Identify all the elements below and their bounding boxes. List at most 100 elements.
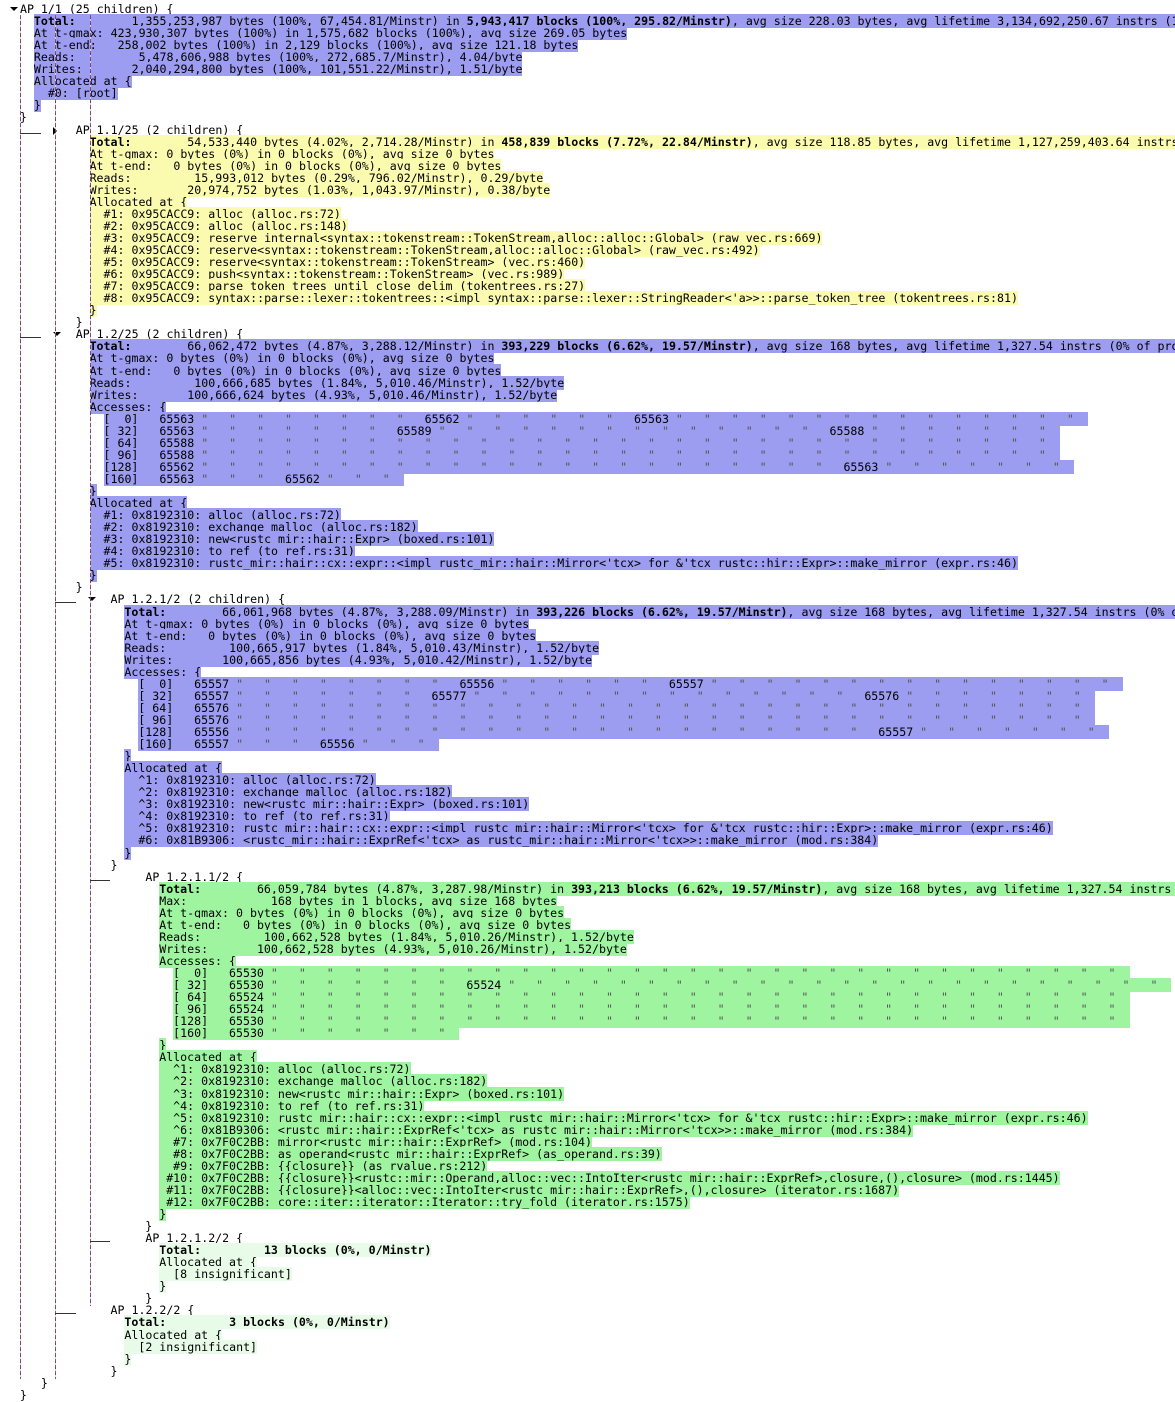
stack-frame[interactable]: ^2: 0x8192310: exchange_malloc (alloc.rs… xyxy=(159,1074,488,1089)
access-repeat-marker: " xyxy=(263,990,292,1005)
stat-label: } xyxy=(124,845,132,860)
access-repeat-marker: " xyxy=(508,725,537,739)
node-close-brace: } xyxy=(110,859,117,871)
node-title[interactable]: AP 1.2.1.1/2 { xyxy=(145,869,244,884)
stack-frame[interactable]: #9: 0x7F0C2BB: {{closure}} (as_rvalue.rs… xyxy=(159,1158,488,1173)
stack-frame[interactable]: #4: 0x95CACC9: reserve<syntax::tokenstre… xyxy=(89,243,760,257)
access-row: [ 0] 65563 " " " " " " " " 65562 " " " "… xyxy=(103,411,1088,426)
node-title[interactable]: AP 1.2.1/2 (2 children) { xyxy=(110,592,286,607)
access-repeat-marker: " xyxy=(913,725,942,739)
node-header-ap-1-1-25[interactable]: AP 1.1/25 (2 children) { xyxy=(41,122,244,137)
stat-line: Total: 66,059,784 bytes (4.87%, 3,287.98… xyxy=(159,881,1175,896)
stack-frame[interactable]: ^4: 0x8192310: to_ref (to_ref.rs:31) xyxy=(124,809,390,824)
stack-frame[interactable]: ^5: 0x8192310: rustc_mir::hair::cx::expr… xyxy=(159,1110,1088,1125)
access-repeat-marker: " xyxy=(989,966,1018,980)
stack-frame[interactable]: ^1: 0x8192310: alloc (alloc.rs:72) xyxy=(124,773,376,788)
stack-frame[interactable]: #2: 0x95CACC9: alloc (alloc.rs:148) xyxy=(89,218,348,233)
access-repeat-marker: " xyxy=(361,423,390,438)
node-header-ap-1-2-25[interactable]: AP 1.2/25 (2 children) { xyxy=(41,328,243,340)
stack-frame[interactable]: #10: 0x7F0C2BB: {{closure}}<rustc::mir::… xyxy=(159,1170,1060,1185)
access-row-content: [ 96] 65524 " " " " " " " " " " " " " " … xyxy=(173,1002,1130,1017)
stat-line: #6: 0x95CACC9: push<syntax::tokenstream:… xyxy=(89,267,565,282)
stat-label: Allocated at { xyxy=(89,496,188,511)
access-repeat-marker: " xyxy=(361,459,390,474)
access-repeat-marker: " xyxy=(976,423,1005,438)
access-count: 65556 xyxy=(452,676,495,691)
access-repeat-marker: " xyxy=(459,411,488,426)
node-title[interactable]: AP 1.2.1.2/2 { xyxy=(145,1231,244,1246)
triangle-down-icon[interactable] xyxy=(10,7,18,11)
stack-frame[interactable]: ^1: 0x8192310: alloc (alloc.rs:72) xyxy=(159,1062,411,1077)
stack-frame[interactable]: #12: 0x7F0C2BB: core::iter::iterator::It… xyxy=(159,1194,690,1209)
stack-frame[interactable]: #8: 0x7F0C2BB: as_operand<rustc_mir::hai… xyxy=(159,1146,662,1161)
stack-frame[interactable]: #7: 0x95CACC9: parse_token_trees_until_c… xyxy=(89,279,586,294)
stat-label: ^1: 0x8192310: alloc (alloc.rs:72) xyxy=(159,1062,411,1077)
access-row-content: [ 32] 65557 " " " " " " " 65577 " " " " … xyxy=(138,688,1095,703)
node-title[interactable]: AP 1/1 (25 children) { xyxy=(19,2,174,16)
root-close-brace: } xyxy=(41,1377,48,1389)
stat-label: #9: 0x7F0C2BB: {{closure}} (as_rvalue.rs… xyxy=(159,1158,488,1173)
node-header-ap-1-1[interactable]: AP 1/1 (25 children) { xyxy=(6,3,174,15)
access-offset: [160] xyxy=(138,737,188,752)
stack-frame[interactable]: #1: 0x95CACC9: alloc (alloc.rs:72) xyxy=(89,206,341,221)
stack-frame[interactable]: ^5: 0x8192310: rustc_mir::hair::cx::expr… xyxy=(124,821,1053,836)
node-title[interactable]: AP 1.1/25 (2 children) { xyxy=(75,122,244,137)
access-repeat-marker: " xyxy=(194,435,223,450)
stack-frame[interactable]: #6: 0x95CACC9: push<syntax::tokenstream:… xyxy=(89,267,565,282)
node-header-ap-1-2-1-2-2[interactable]: AP 1.2.1.2/2 { xyxy=(110,1232,243,1244)
stack-frame[interactable]: ^3: 0x8192310: new<rustc_mir::hair::Expr… xyxy=(159,1086,565,1101)
stack-frame[interactable]: #2: 0x8192310: exchange_malloc (alloc.rs… xyxy=(89,520,418,535)
access-repeat-marker: " xyxy=(375,1026,404,1041)
triangle-down-icon[interactable] xyxy=(52,332,61,337)
stack-frame[interactable]: ^4: 0x8192310: to_ref (to_ref.rs:31) xyxy=(159,1098,425,1113)
stack-frame[interactable]: [8 insignificant] xyxy=(159,1267,292,1282)
root-close-brace: } xyxy=(20,1389,27,1401)
stack-frame[interactable]: [2 insignificant] xyxy=(124,1339,258,1354)
stack-frame[interactable]: #11: 0x7F0C2BB: {{closure}}<alloc::vec::… xyxy=(159,1182,900,1197)
access-repeat-marker: " xyxy=(1087,978,1116,993)
tree-guide-line xyxy=(20,15,21,1379)
stat-label: ^2: 0x8192310: exchange_malloc (alloc.rs… xyxy=(124,785,453,800)
stack-frame[interactable]: #0: [root] xyxy=(33,86,118,101)
stat-label: Writes: xyxy=(159,941,230,956)
node-title[interactable]: AP 1.2/25 (2 children) { xyxy=(75,327,244,342)
stack-frame[interactable]: #7: 0x7F0C2BB: mirror<rustc_mir::hair::E… xyxy=(159,1134,592,1149)
node-header-ap-1-2-1-1-2[interactable]: AP 1.2.1.1/2 { xyxy=(110,871,243,883)
stack-frame[interactable]: #4: 0x8192310: to_ref (to_ref.rs:31) xyxy=(89,544,355,559)
access-repeat-marker: " xyxy=(654,1002,683,1017)
stack-frame[interactable]: #3: 0x8192310: new<rustc_mir::hair::Expr… xyxy=(89,532,495,547)
access-row: [ 32] 65563 " " " " " " " 65589 " " " " … xyxy=(103,423,1060,438)
access-repeat-marker: " xyxy=(990,459,1018,474)
node-header-ap-1-2-2-2[interactable]: AP 1.2.2/2 { xyxy=(76,1304,195,1316)
triangle-down-icon[interactable] xyxy=(87,597,96,602)
stack-frame[interactable]: ^2: 0x8192310: exchange_malloc (alloc.rs… xyxy=(124,785,453,800)
stat-line: At t-end: 0 bytes (0%) in 0 blocks (0%),… xyxy=(124,628,537,643)
stack-frame[interactable]: #8: 0x95CACC9: syntax::parse::lexer::tok… xyxy=(89,291,1018,306)
brace: } xyxy=(110,857,118,872)
access-repeat-marker: " xyxy=(229,688,258,703)
stat-row: Writes: 100,662,528 bytes (4.93%, 5,010.… xyxy=(159,941,627,956)
access-repeat-marker: " xyxy=(529,435,558,450)
access-repeat-marker: " xyxy=(229,700,258,715)
node-title[interactable]: AP 1.2.2/2 { xyxy=(110,1303,195,1318)
node-header-ap-1-2-1-2[interactable]: AP 1.2.1/2 (2 children) { xyxy=(76,593,285,605)
access-repeat-marker: " xyxy=(606,676,634,691)
access-repeat-marker: " xyxy=(843,676,872,691)
access-repeat-marker: " xyxy=(543,966,572,980)
access-repeat-marker: " xyxy=(598,966,627,980)
stack-frame[interactable]: #5: 0x8192310: rustc_mir::hair::cx::expr… xyxy=(89,556,1018,571)
brace: } xyxy=(19,1387,27,1402)
stack-frame[interactable]: #1: 0x8192310: alloc (alloc.rs:72) xyxy=(89,508,341,523)
stack-frame[interactable]: ^6: 0x81B9306: <rustc_mir::hair::ExprRef… xyxy=(159,1122,914,1137)
stack-frame[interactable]: #3: 0x95CACC9: reserve_internal<syntax::… xyxy=(89,230,823,245)
access-count: 65530 xyxy=(222,978,264,993)
access-repeat-marker: " xyxy=(668,447,697,462)
stat-row: } xyxy=(124,845,132,860)
access-count: 65563 xyxy=(152,411,195,426)
stat-label: Total: xyxy=(89,134,160,149)
access-repeat-marker: " xyxy=(578,688,607,703)
stack-frame[interactable]: ^3: 0x8192310: new<rustc_mir::hair::Expr… xyxy=(124,797,530,812)
stack-frame[interactable]: #5: 0x95CACC9: reserve<syntax::tokenstre… xyxy=(89,255,586,270)
stack-frame[interactable]: #6: 0x81B9306: <rustc_mir::hair::ExprRef… xyxy=(124,833,879,848)
